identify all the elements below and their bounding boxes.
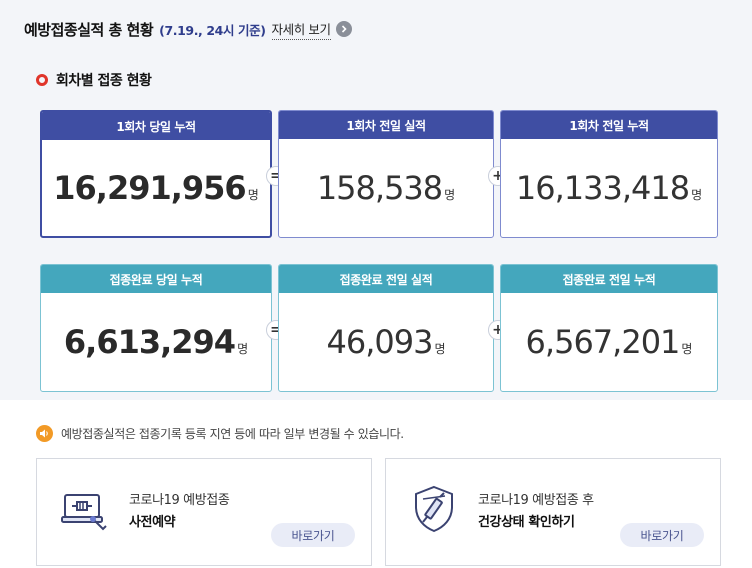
- dose1-today-total-value: 16,291,956: [53, 169, 246, 207]
- unit-label: 명: [247, 187, 259, 202]
- link-line2: 사전예약: [129, 515, 176, 530]
- complete-prev-total-card: 접종완료 전일 누적 6,567,201 명: [500, 264, 718, 392]
- summary-header: 예방접종실적 총 현황 (7.19., 24시 기준) 자세히 보기: [24, 14, 352, 44]
- dose-status-heading: 회차별 접종 현황: [36, 70, 152, 90]
- view-details-link[interactable]: 자세히 보기: [271, 19, 331, 40]
- vaccination-summary-panel: 예방접종실적 총 현황 (7.19., 24시 기준) 자세히 보기 회차별 접…: [0, 0, 752, 400]
- unit-label: 명: [237, 341, 249, 356]
- speaker-icon: [36, 425, 53, 442]
- pre-reservation-card[interactable]: 코로나19 예방접종 사전예약 바로가기: [36, 458, 372, 566]
- dose1-prev-day-value: 158,538: [316, 169, 443, 207]
- section-title: 회차별 접종 현황: [56, 73, 152, 89]
- card-header: 접종완료 전일 실적: [279, 265, 493, 293]
- dose1-today-total-card: 1회차 당일 누적 16,291,956 명: [40, 110, 272, 238]
- card-header: 1회차 당일 누적: [42, 112, 270, 140]
- chevron-right-icon[interactable]: [335, 21, 352, 37]
- dose1-prev-total-card: 1회차 전일 누적 16,133,418 명: [500, 110, 718, 238]
- reservation-laptop-syringe-icon: [59, 483, 111, 535]
- notice-text: 예방접종실적은 접종기록 등록 지연 등에 따라 일부 변경될 수 있습니다.: [61, 427, 404, 441]
- health-check-card[interactable]: 코로나19 예방접종 후 건강상태 확인하기 바로가기: [385, 458, 721, 566]
- card-header: 1회차 전일 실적: [279, 111, 493, 139]
- unit-label: 명: [691, 187, 703, 202]
- complete-prev-day-value: 46,093: [326, 323, 433, 361]
- complete-today-total-card: 접종완료 당일 누적 6,613,294 명: [40, 264, 272, 392]
- complete-prev-total-value: 6,567,201: [525, 323, 681, 361]
- notice-message: 예방접종실적은 접종기록 등록 지연 등에 따라 일부 변경될 수 있습니다.: [36, 425, 404, 442]
- link-line1: 코로나19 예방접종 후: [478, 493, 594, 508]
- card-header: 접종완료 당일 누적: [41, 265, 271, 293]
- go-button[interactable]: 바로가기: [620, 523, 704, 547]
- complete-today-total-value: 6,613,294: [63, 323, 236, 361]
- reference-date: (7.19., 24시 기준): [159, 22, 266, 38]
- unit-label: 명: [434, 341, 446, 356]
- dose1-prev-day-card: 1회차 전일 실적 158,538 명: [278, 110, 494, 238]
- bullet-ring-icon: [36, 74, 48, 86]
- dose1-prev-total-value: 16,133,418: [515, 169, 690, 207]
- complete-prev-day-card: 접종완료 전일 실적 46,093 명: [278, 264, 494, 392]
- link-line2: 건강상태 확인하기: [478, 515, 575, 530]
- unit-label: 명: [444, 187, 456, 202]
- card-header: 1회차 전일 누적: [501, 111, 717, 139]
- card-header: 접종완료 전일 누적: [501, 265, 717, 293]
- link-line1: 코로나19 예방접종: [129, 493, 230, 508]
- unit-label: 명: [681, 341, 693, 356]
- summary-title: 예방접종실적 총 현황: [24, 20, 154, 39]
- shield-syringe-icon: [408, 483, 460, 535]
- go-button[interactable]: 바로가기: [271, 523, 355, 547]
